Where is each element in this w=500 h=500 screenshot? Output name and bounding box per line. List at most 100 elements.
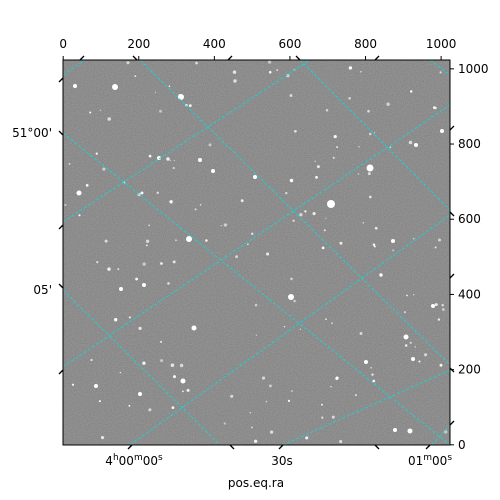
star <box>148 224 150 227</box>
star <box>168 85 171 87</box>
star <box>154 91 157 94</box>
top-x-tick-label: 1000 <box>426 37 457 51</box>
star <box>335 376 339 380</box>
star <box>148 408 152 412</box>
star <box>414 346 416 348</box>
star <box>142 262 146 266</box>
star <box>276 69 279 71</box>
star <box>160 340 163 343</box>
star <box>107 117 111 121</box>
star <box>321 416 324 419</box>
star <box>117 268 120 271</box>
star <box>358 146 360 148</box>
star <box>408 140 413 145</box>
star-field <box>64 60 448 444</box>
star <box>119 371 122 374</box>
star <box>140 191 144 195</box>
top-x-tick-label: 800 <box>354 37 377 51</box>
star <box>331 415 335 419</box>
star <box>294 129 297 133</box>
star <box>360 71 362 73</box>
ra-axis: 4h00m00s 30s 01m00s <box>105 453 452 468</box>
star <box>107 267 111 271</box>
star <box>316 165 320 169</box>
world-tick-marks <box>58 55 455 450</box>
world-tick <box>58 77 64 83</box>
star <box>290 277 293 281</box>
star <box>220 224 222 227</box>
star <box>167 282 170 285</box>
star <box>265 400 268 403</box>
world-tick <box>227 55 233 61</box>
star <box>336 146 339 149</box>
right-y-tick-label: 1000 <box>458 62 489 76</box>
star <box>287 399 291 402</box>
star <box>437 318 441 321</box>
image-noise <box>63 60 450 445</box>
star <box>348 66 353 70</box>
star <box>314 160 316 163</box>
star <box>368 195 372 199</box>
star <box>333 135 337 139</box>
star <box>169 159 172 162</box>
world-tick <box>58 369 64 375</box>
star <box>160 359 164 363</box>
world-tick <box>278 444 284 450</box>
star <box>379 273 383 277</box>
star <box>223 422 226 425</box>
star <box>114 318 118 322</box>
x-axis-title: pos.eq.ra <box>228 476 284 490</box>
star <box>348 96 351 100</box>
star <box>179 363 184 368</box>
star <box>373 132 376 134</box>
star <box>432 106 436 109</box>
star <box>233 79 237 83</box>
bright-star <box>73 84 77 88</box>
star <box>266 252 270 256</box>
top-x-axis: 0 200 400 600 800 1000 <box>59 37 456 60</box>
bright-star <box>403 334 409 340</box>
star <box>169 200 173 204</box>
star <box>289 178 294 183</box>
star <box>367 172 371 176</box>
top-x-tick-label: 600 <box>278 37 301 51</box>
star <box>102 167 106 171</box>
world-tick <box>449 367 455 373</box>
world-tick <box>58 130 64 136</box>
star <box>78 214 81 217</box>
right-y-tick-label: 200 <box>458 363 481 377</box>
star <box>325 217 327 220</box>
star <box>230 394 234 398</box>
star <box>128 404 131 407</box>
grid-line <box>63 60 86 76</box>
top-x-tick-label: 0 <box>59 37 67 51</box>
star <box>370 366 372 369</box>
star <box>160 262 163 265</box>
star <box>135 277 139 281</box>
star <box>138 326 142 330</box>
star <box>293 299 296 303</box>
star <box>359 332 363 335</box>
star <box>85 184 89 187</box>
ra-tick-label: 01m00s <box>408 453 452 468</box>
star <box>249 412 251 414</box>
star <box>268 384 272 388</box>
star <box>99 109 102 112</box>
world-tick <box>79 55 85 61</box>
star <box>299 328 302 330</box>
bright-star <box>112 84 118 90</box>
star <box>64 203 67 207</box>
grid-line <box>63 104 450 368</box>
star <box>331 322 333 325</box>
bright-star <box>440 129 444 133</box>
world-tick <box>449 211 455 217</box>
star <box>172 260 176 264</box>
star <box>404 344 408 347</box>
bright-star <box>157 156 161 160</box>
star <box>424 353 428 357</box>
star <box>439 71 442 74</box>
star <box>254 303 258 307</box>
ra-tick-label: 30s <box>271 454 293 468</box>
world-tick <box>229 444 235 450</box>
star <box>96 260 99 264</box>
